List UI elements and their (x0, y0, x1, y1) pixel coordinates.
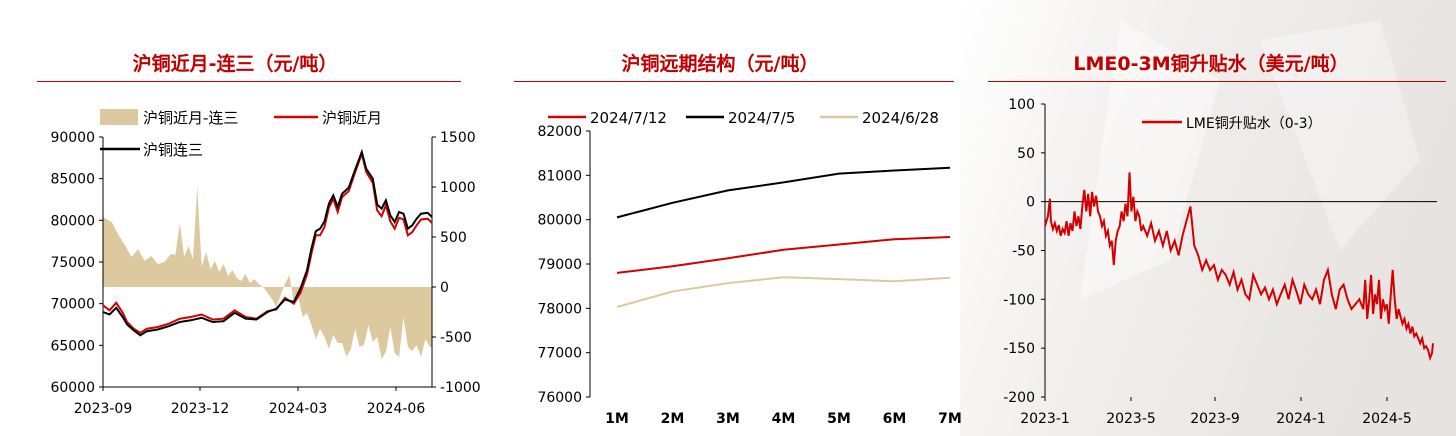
left-tick-label: 60000 (50, 380, 95, 396)
x-tick-label: 2024-03 (269, 401, 328, 417)
x-category-label: 7M (938, 411, 962, 427)
series-third-month-line (102, 148, 433, 337)
left-tick-label: 70000 (50, 297, 95, 313)
chart2-title: 沪铜远期结构（元/吨） (621, 53, 819, 75)
x-category-label: 1M (605, 411, 629, 427)
chart1-svg: 60000 65000 70000 75000 80000 85000 90000 -1000… (50, 109, 481, 417)
y-tick-label: 80000 (537, 213, 582, 229)
x-tick-label: 2023-1 (1020, 411, 1070, 427)
left-tick-label: 85000 (50, 172, 95, 188)
chart3-title-rule (988, 81, 1446, 82)
x-tick-label: 2023-5 (1106, 411, 1156, 427)
series-line-2 (616, 276, 951, 308)
panel-shfe-spread: 沪铜近月-连三（元/吨） 60000 65000 70000 75000 80000 85… (0, 0, 481, 436)
left-tick-label: 75000 (50, 255, 95, 271)
y-tick-label: 78000 (537, 301, 582, 317)
series-near-month-line (102, 150, 433, 334)
legend-swatch-spread (100, 109, 138, 125)
legend-label-near: 沪铜近月 (322, 109, 382, 127)
y-tick-label: 82000 (537, 124, 582, 140)
chart2-svg: 76000 77000 78000 79000 80000 81000 82000 1M 2M 3… (537, 109, 962, 427)
x-category-label: 2M (661, 411, 685, 427)
chart1-title: 沪铜近月-连三（元/吨） (132, 53, 338, 75)
chart1-title-rule (37, 81, 461, 82)
series-line-1 (616, 166, 951, 219)
x-tick-label: 2023-9 (1190, 411, 1240, 427)
left-tick-label: 65000 (50, 338, 95, 354)
left-tick-label: 80000 (50, 213, 95, 229)
legend-label-1: 2024/7/5 (728, 109, 795, 127)
right-tick-label: 500 (440, 230, 467, 246)
y-tick-label: 76000 (537, 390, 582, 406)
right-tick-label: 1500 (440, 130, 476, 146)
right-tick-label: -1000 (440, 380, 481, 396)
legend-label-third: 沪铜连三 (143, 141, 203, 159)
y-tick-label: -100 (1003, 292, 1035, 308)
x-category-label: 4M (772, 411, 796, 427)
legend-label: LME铜升贴水（0-3） (1186, 116, 1322, 132)
right-tick-label: 0 (440, 280, 449, 296)
chart3-title: LME0-3M铜升贴水（美元/吨） (1073, 53, 1349, 75)
legend-label-2: 2024/6/28 (862, 109, 939, 127)
y-tick-label: -150 (1003, 341, 1035, 357)
legend-label-0: 2024/7/12 (590, 109, 667, 127)
right-tick-label: -500 (440, 330, 472, 346)
series-line-0 (616, 236, 951, 274)
y-tick-label: 77000 (537, 346, 582, 362)
panel-lme-spread: LME0-3M铜升贴水（美元/吨） -200 -150 -100 -50 0 50 100 2… (976, 0, 1446, 436)
x-tick-label: 2023-12 (171, 401, 230, 417)
chart2-title-rule (514, 81, 954, 82)
x-category-label: 5M (827, 411, 851, 427)
panel-shfe-term-structure: 沪铜远期结构（元/吨） 76000 77000 78000 79000 80000 810… (480, 0, 962, 436)
legend-label-spread: 沪铜近月-连三 (143, 109, 238, 127)
y-tick-label: -200 (1003, 390, 1035, 406)
x-category-label: 6M (883, 411, 907, 427)
spread-area (103, 187, 432, 359)
y-tick-label: 79000 (537, 257, 582, 273)
background-watermark (960, 0, 1456, 436)
x-tick-label: 2024-5 (1362, 411, 1412, 427)
x-tick-label: 2024-1 (1276, 411, 1326, 427)
x-tick-label: 2024-06 (367, 401, 426, 417)
y-tick-label: -50 (1012, 244, 1035, 260)
x-category-label: 3M (716, 411, 740, 427)
chart3-svg: -200 -150 -100 -50 0 50 100 2023-1 2023-5 2023-9 2… (1003, 97, 1437, 427)
right-tick-label: 1000 (440, 180, 476, 196)
y-tick-label: 100 (1008, 97, 1035, 113)
y-tick-label: 50 (1017, 146, 1035, 162)
x-tick-label: 2023-09 (74, 401, 133, 417)
series-lme-spread-line (1044, 172, 1434, 362)
y-tick-label: 81000 (537, 168, 582, 184)
y-tick-label: 0 (1026, 195, 1035, 211)
left-tick-label: 90000 (50, 130, 95, 146)
